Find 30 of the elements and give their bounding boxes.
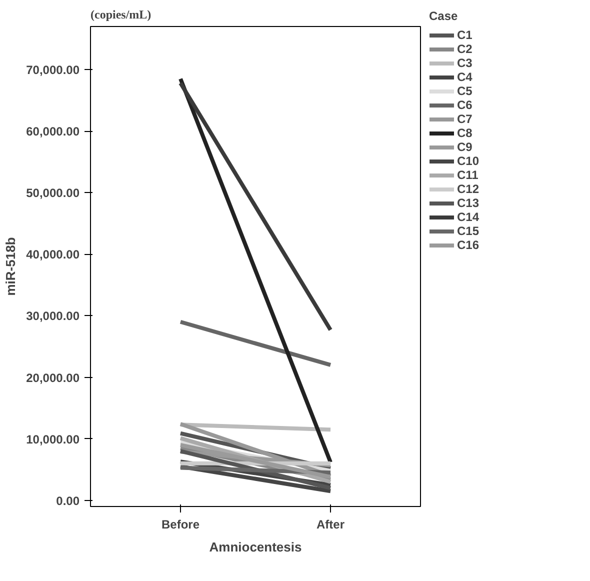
legend-label: C12 (457, 182, 480, 196)
x-tick-label: Before (161, 518, 200, 532)
y-axis-title: miR-518b (3, 237, 18, 296)
legend-label: C11 (457, 168, 478, 182)
legend-label: C4 (457, 70, 474, 84)
legend-label: C3 (457, 56, 474, 70)
y-tick-label: 50,000.00 (26, 186, 80, 200)
y-tick-label: 70,000.00 (26, 63, 80, 78)
y-tick-label: 30,000.00 (26, 309, 80, 324)
legend-label: C8 (457, 126, 474, 140)
legend-label: C13 (457, 196, 480, 210)
y-tick-label: 0.00 (56, 494, 80, 508)
legend-label: C10 (457, 154, 480, 168)
legend-label: C9 (457, 140, 474, 154)
legend-label: C16 (457, 238, 480, 252)
y-tick-label: 10,000.00 (26, 432, 80, 446)
legend-label: C1 (457, 28, 474, 42)
legend-label: C5 (457, 84, 474, 98)
y-tick-label: 40,000.00 (26, 248, 80, 262)
y-tick-label: 60,000.00 (26, 124, 80, 139)
x-tick-label: After (316, 518, 345, 532)
legend-title: Case (429, 9, 459, 23)
legend-label: C6 (457, 98, 474, 112)
legend-label: C14 (457, 210, 480, 224)
x-axis-title: Amniocentesis (209, 540, 302, 554)
legend-label: C2 (457, 42, 474, 56)
text: (copies/mL) (90, 8, 152, 22)
legend-label: C15 (457, 224, 480, 238)
y-tick-label: 20,000.00 (26, 370, 80, 385)
legend-label: C7 (457, 112, 474, 126)
